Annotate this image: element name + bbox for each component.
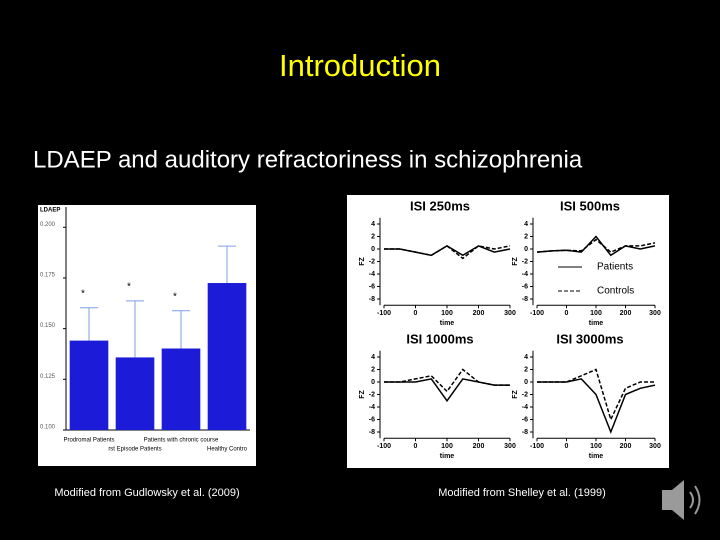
x-tick-label: 200	[473, 310, 485, 317]
panel-title: ISI 250ms	[410, 198, 470, 213]
series-line	[384, 244, 511, 260]
y-tick-label: 2	[524, 366, 528, 373]
x-tick-label: 200	[620, 310, 632, 317]
x-tick-label: 100	[441, 310, 453, 317]
slide-title: Introduction	[279, 48, 441, 83]
y-tick-label: -4	[369, 404, 375, 411]
bar	[69, 340, 109, 430]
y-tick-label: -6	[369, 416, 375, 423]
y-tick-label: 4	[524, 354, 528, 361]
panel-title: ISI 1000ms	[406, 331, 473, 346]
x-tick-label: 0	[565, 310, 569, 317]
y-tick-label: 2	[371, 366, 375, 373]
x-axis-label: time	[589, 453, 604, 460]
y-tick-label: -6	[522, 416, 528, 423]
x-tick-label: Patients with chronic course	[144, 438, 219, 444]
y-tick-label: -6	[522, 283, 528, 290]
x-tick-label: 100	[590, 443, 602, 450]
y-tick-label: 2	[371, 233, 375, 240]
y-tick-label: -2	[522, 391, 528, 398]
bar	[207, 283, 247, 430]
y-tick-label: 2	[524, 233, 528, 240]
y-tick-label: -4	[522, 271, 528, 278]
series-line	[536, 238, 656, 253]
y-tick-label: 4	[524, 221, 528, 228]
y-tick-label: -6	[369, 283, 375, 290]
x-tick-label: 300	[504, 443, 516, 450]
y-tick-label: 0.150	[40, 323, 56, 329]
legend-label: Controls	[597, 286, 634, 297]
x-tick-label: 0	[414, 310, 418, 317]
x-tick-label: -100	[530, 443, 544, 450]
y-tick-label: -8	[522, 429, 528, 436]
y-tick-label: 0.100	[40, 425, 56, 431]
caption: Modified from Gudlowsky et al. (2009)	[54, 487, 239, 499]
x-tick-label: 200	[473, 443, 485, 450]
y-tick-label: 0.175	[40, 273, 56, 279]
y-tick-label: 4	[371, 354, 375, 361]
y-axis-label: FZ	[512, 257, 519, 266]
y-axis-label: FZ	[359, 257, 366, 266]
x-axis-label: time	[589, 320, 604, 327]
panel-title: ISI 500ms	[560, 198, 620, 213]
annotation: *	[81, 288, 85, 299]
x-tick-label: 100	[590, 310, 602, 317]
x-tick-label: rst Episode Patients	[108, 447, 161, 453]
y-tick-label: -2	[369, 258, 375, 265]
annotation: *	[173, 291, 177, 302]
y-tick-label: 0	[524, 379, 528, 386]
speaker-icon[interactable]	[662, 480, 701, 520]
y-tick-label: 0	[371, 246, 375, 253]
y-axis-label: FZ	[512, 390, 519, 399]
x-tick-label: Healthy Contro	[207, 447, 248, 453]
y-tick-label: 0	[371, 379, 375, 386]
y-tick-label: 0.125	[40, 374, 56, 380]
y-tick-label: -8	[369, 429, 375, 436]
y-axis-label: FZ	[359, 390, 366, 399]
y-tick-label: -2	[522, 258, 528, 265]
x-tick-label: Prodromal Patients	[63, 438, 114, 444]
slide-subtitle: LDAEP and auditory refractoriness in sch…	[33, 146, 583, 173]
caption: Modified from Shelley et al. (1999)	[438, 487, 606, 499]
y-tick-label: -2	[369, 391, 375, 398]
x-tick-label: -100	[530, 310, 544, 317]
x-tick-label: 0	[414, 443, 418, 450]
y-tick-label: 0	[524, 246, 528, 253]
y-tick-label: 4	[371, 221, 375, 228]
series-line	[537, 368, 655, 422]
x-tick-label: 300	[649, 310, 661, 317]
legend-label: Patients	[597, 262, 633, 273]
panel-title: ISI 3000ms	[556, 331, 623, 346]
y-tick-label: 0.200	[40, 222, 56, 228]
erp-figure	[347, 195, 669, 468]
y-tick-label: -8	[369, 296, 375, 303]
x-tick-label: 200	[620, 443, 632, 450]
y-tick-label: -4	[522, 404, 528, 411]
x-tick-label: -100	[377, 443, 391, 450]
annotation: *	[127, 282, 131, 293]
y-tick-label: -4	[369, 271, 375, 278]
x-axis-label: time	[440, 320, 455, 327]
y-tick-label: -8	[522, 296, 528, 303]
bar	[115, 357, 155, 430]
bar	[161, 348, 201, 430]
x-tick-label: 0	[565, 443, 569, 450]
series-line	[384, 368, 510, 393]
x-tick-label: 300	[649, 443, 661, 450]
x-tick-label: 100	[441, 443, 453, 450]
x-tick-label: 300	[504, 310, 516, 317]
y-axis-label: LDAEP	[40, 208, 60, 214]
x-tick-label: -100	[377, 310, 391, 317]
x-axis-label: time	[440, 453, 455, 460]
